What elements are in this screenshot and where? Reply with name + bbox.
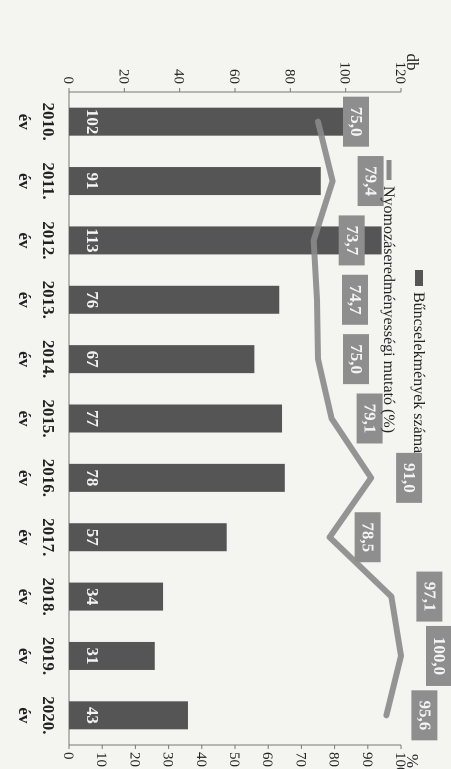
line-value-label: 74,7 bbox=[346, 285, 365, 315]
bar bbox=[69, 463, 285, 492]
line-value-box bbox=[354, 512, 381, 563]
left-tick-label: 0 bbox=[60, 77, 76, 85]
right-tick-label: 20 bbox=[126, 752, 142, 767]
category-label: 2012. bbox=[39, 221, 58, 259]
legend-label-line: Nyomozáseredményességi mutató (%) bbox=[380, 186, 397, 433]
bar bbox=[68, 641, 155, 670]
line-value-box bbox=[416, 571, 443, 622]
line-value-label: 79,4 bbox=[362, 166, 381, 196]
category-suffix: év bbox=[15, 589, 34, 606]
bar bbox=[69, 582, 164, 611]
right-tick-label: 50 bbox=[226, 752, 242, 767]
bar-value-label: 34 bbox=[83, 588, 102, 606]
left-tick-label: 40 bbox=[171, 69, 187, 84]
line-value-label: 79,1 bbox=[361, 404, 380, 434]
bar-value-label: 78 bbox=[83, 469, 102, 486]
line-value-box bbox=[357, 156, 384, 207]
line-series bbox=[310, 118, 404, 719]
bar-value-label: 43 bbox=[83, 707, 102, 724]
bar-value-label: 67 bbox=[83, 351, 102, 369]
legend-label-bars: Bűncselekmények száma bbox=[410, 292, 427, 453]
bar bbox=[69, 404, 283, 433]
line-value-label: 95,6 bbox=[415, 700, 434, 730]
legend-swatch-bars bbox=[415, 270, 423, 286]
bar-value-label: 76 bbox=[83, 291, 102, 308]
bar-value-label: 57 bbox=[83, 529, 102, 547]
bar bbox=[69, 226, 382, 255]
bar bbox=[68, 107, 352, 136]
category-suffix: év bbox=[15, 470, 34, 487]
bar-value-label: 91 bbox=[83, 173, 102, 190]
category-suffix: év bbox=[15, 292, 34, 309]
right-tick-label: 60 bbox=[259, 752, 275, 767]
right-axis-unit: % bbox=[403, 754, 422, 768]
line-value-label: 73,7 bbox=[343, 226, 362, 256]
right-tick-label: 40 bbox=[193, 752, 209, 767]
category-label: 2018. bbox=[39, 577, 58, 615]
category-label: 2015. bbox=[39, 399, 58, 437]
left-tick-label: 80 bbox=[281, 69, 297, 84]
line-value-box bbox=[411, 690, 438, 741]
category-suffix: év bbox=[15, 648, 34, 665]
right-tick-label: 100 bbox=[392, 752, 408, 769]
right-tick-label: 0 bbox=[60, 752, 76, 760]
category-suffix: év bbox=[15, 410, 34, 427]
right-tick-label: 80 bbox=[326, 752, 342, 767]
left-tick-label: 60 bbox=[226, 69, 242, 84]
line-value-label: 75,0 bbox=[347, 107, 366, 137]
bar bbox=[69, 285, 280, 314]
left-tick-label: 120 bbox=[392, 62, 408, 85]
category-suffix: év bbox=[15, 351, 34, 368]
line-value-box bbox=[396, 452, 423, 503]
line-value-label: 75,0 bbox=[347, 344, 366, 374]
right-tick-label: 10 bbox=[93, 752, 109, 767]
category-label: 2011. bbox=[39, 162, 58, 199]
category-suffix: év bbox=[15, 173, 34, 190]
category-label: 2014. bbox=[39, 340, 58, 378]
line-value-box bbox=[343, 96, 369, 147]
bar-value-label: 31 bbox=[83, 647, 102, 664]
category-suffix: év bbox=[15, 114, 34, 131]
category-label: 2017. bbox=[39, 518, 58, 556]
bar-value-label: 102 bbox=[83, 109, 102, 135]
category-label: 2010. bbox=[39, 103, 58, 141]
bar-value-label: 77 bbox=[83, 410, 102, 428]
line-value-label: 78,5 bbox=[359, 522, 378, 552]
line-value-label: 91,0 bbox=[400, 463, 419, 493]
bar bbox=[69, 701, 188, 730]
right-tick-label: 70 bbox=[292, 752, 308, 767]
right-tick-label: 30 bbox=[160, 752, 176, 767]
line-value-box bbox=[343, 334, 369, 385]
left-tick-label: 100 bbox=[337, 62, 353, 85]
bar bbox=[69, 167, 321, 196]
category-label: 2016. bbox=[39, 459, 58, 497]
category-label: 2019. bbox=[39, 637, 58, 675]
left-tick-label: 20 bbox=[115, 69, 131, 84]
left-axis-unit: db bbox=[403, 54, 422, 71]
bar-value-label: 113 bbox=[83, 228, 102, 253]
category-suffix: év bbox=[15, 232, 34, 249]
line-value-box bbox=[426, 625, 451, 686]
category-label: 2013. bbox=[39, 281, 58, 319]
line-value-label: 100,0 bbox=[430, 637, 449, 675]
category-label: 2020. bbox=[39, 696, 58, 734]
right-tick-label: 90 bbox=[359, 752, 375, 767]
category-suffix: év bbox=[15, 707, 34, 724]
line-value-box bbox=[356, 393, 383, 444]
line-value-box bbox=[338, 215, 365, 266]
line-value-box bbox=[342, 274, 369, 325]
line-value-label: 97,1 bbox=[420, 582, 439, 612]
category-suffix: év bbox=[15, 529, 34, 546]
bar bbox=[69, 523, 227, 552]
bar bbox=[69, 345, 255, 374]
